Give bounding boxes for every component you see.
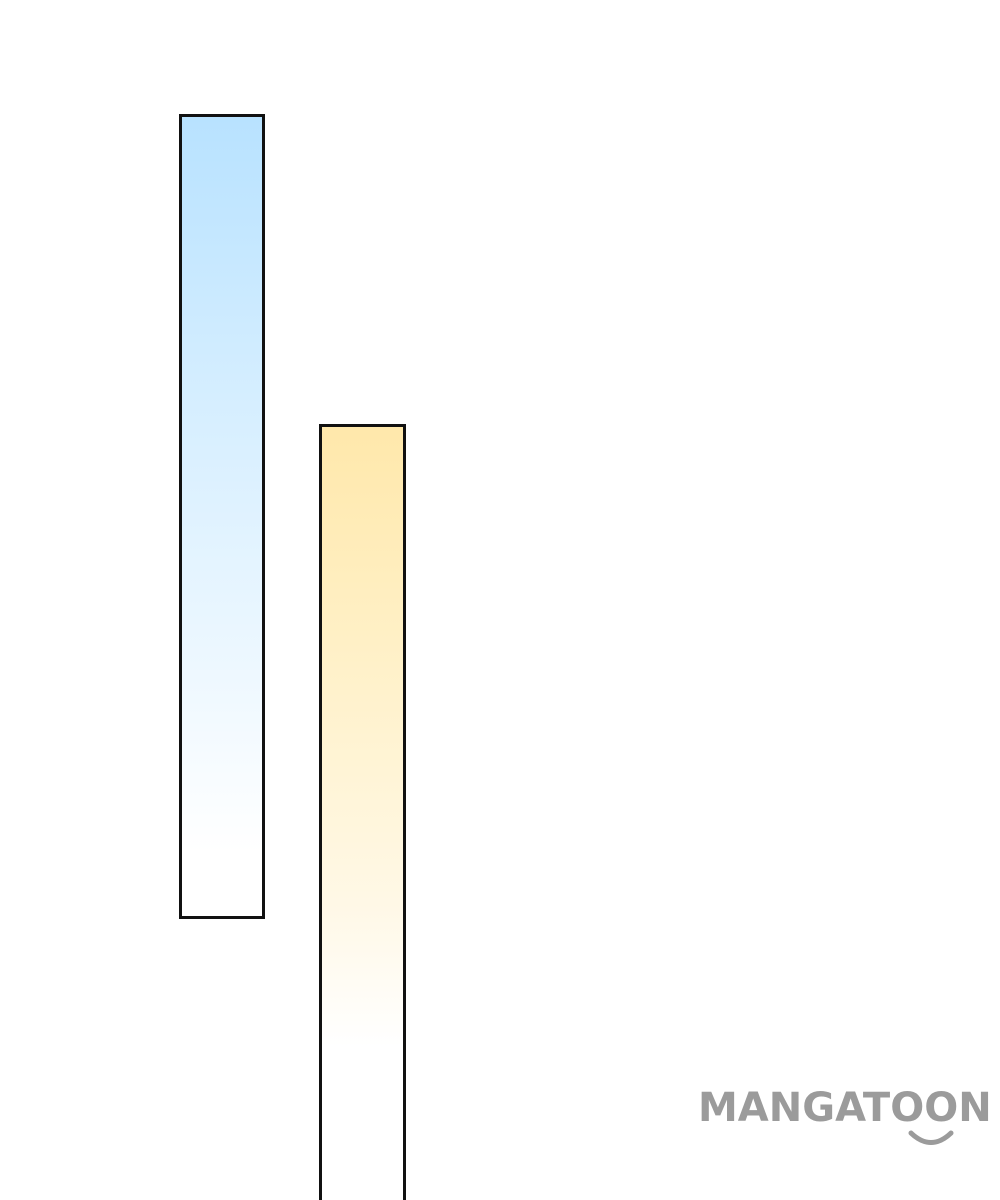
yellow-gradient-panel	[319, 424, 406, 1200]
watermark-text: MANGATOON	[698, 1085, 992, 1131]
smile-icon	[908, 1130, 954, 1145]
mangatoon-watermark: MANGATOON	[698, 1086, 1000, 1152]
blue-gradient-panel	[179, 114, 265, 919]
